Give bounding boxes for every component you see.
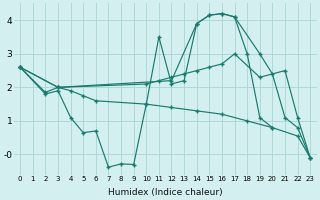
X-axis label: Humidex (Indice chaleur): Humidex (Indice chaleur) [108, 188, 222, 197]
